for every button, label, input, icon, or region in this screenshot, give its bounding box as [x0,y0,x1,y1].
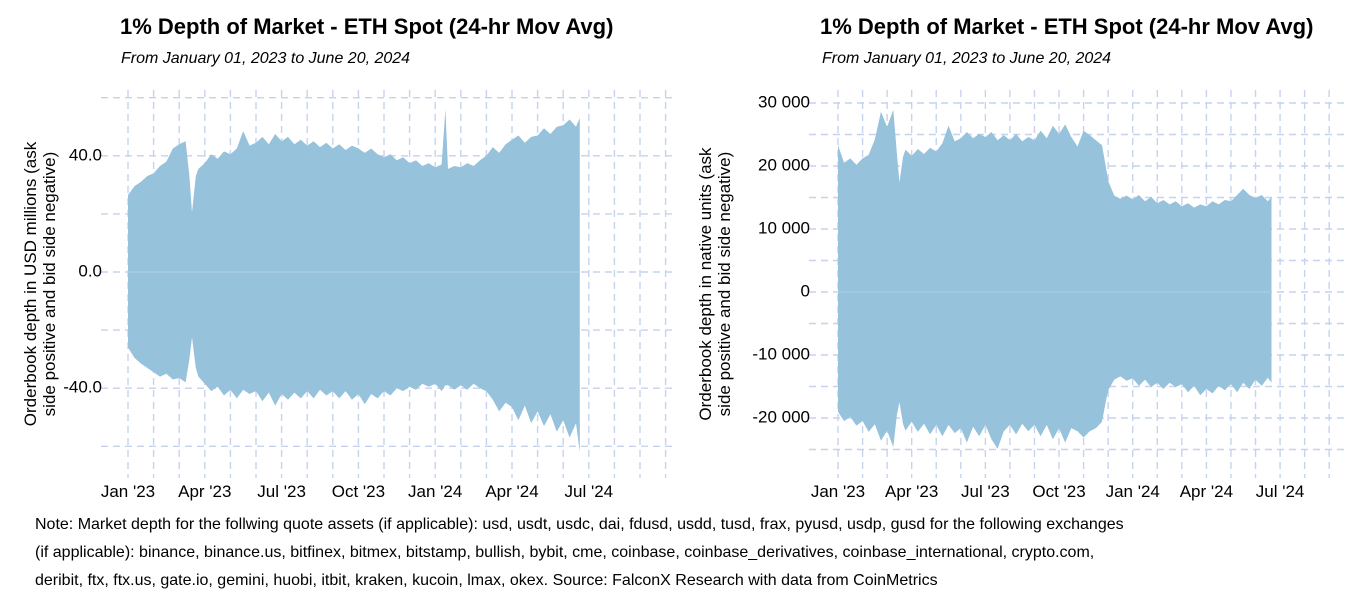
x-tick-label: Jan '23 [100,482,156,501]
chart-panel-native-units-depth: 1% Depth of Market - ETH Spot (24-hr Mov… [675,0,1350,600]
x-tick-label: Oct '23 [1032,482,1086,501]
chart-title: 1% Depth of Market - ETH Spot (24-hr Mov… [120,14,614,39]
x-tick-label: Oct '23 [331,482,386,501]
y-axis-label-line-2: side positive and bid side negative) [40,151,59,417]
chart-title: 1% Depth of Market - ETH Spot (24-hr Mov… [820,14,1314,39]
depth-envelope-area [128,109,580,453]
y-tick-label: -40.0 [63,377,102,397]
x-tick-label: Jan '23 [810,482,866,501]
x-tick-label: Apr '24 [485,482,539,501]
y-axis-label-line-1: Orderbook depth in native units (ask [696,147,715,421]
x-tick-label: Jul '24 [564,482,614,501]
footnote: Note: Market depth for the follwing quot… [35,511,1124,595]
y-tick-label: 40.0 [68,145,102,165]
chart-subtitle: From January 01, 2023 to June 20, 2024 [822,50,1112,67]
y-tick-label: 0 [800,281,810,301]
x-tick-label: Jan '24 [408,482,463,501]
y-tick-label: 30 000 [758,92,810,112]
chart-canvas [809,90,1345,478]
x-tick-label: Jul '23 [961,482,1010,501]
chart-canvas [101,90,672,478]
y-tick-label: 10 000 [758,218,810,238]
y-tick-label: -20 000 [752,407,810,427]
depth-envelope-area [838,109,1272,449]
chart-subtitle: From January 01, 2023 to June 20, 2024 [121,50,411,67]
footnote-line-3: deribit, ftx, ftx.us, gate.io, gemini, h… [35,572,938,589]
plot-area-native-units-depth [809,90,1345,478]
x-tick-label: Apr '23 [885,482,939,501]
y-tick-label: -10 000 [752,344,810,364]
chart-panel-usd-depth: 1% Depth of Market - ETH Spot (24-hr Mov… [21,14,672,501]
x-tick-label: Jul '24 [1255,482,1305,501]
footnote-line-2: (if applicable): binance, binance.us, bi… [35,544,1095,561]
plot-area-usd-depth [101,90,672,478]
y-tick-label: 0.0 [78,261,102,281]
footnote-line-1: Note: Market depth for the follwing quot… [35,516,1124,533]
y-tick-label: 20 000 [758,155,810,175]
y-axis-label: Orderbook depth in USD millions (ask sid… [21,84,59,484]
x-tick-label: Jan '24 [1105,482,1160,501]
x-tick-label: Apr '23 [178,482,232,501]
x-tick-label: Jul '23 [257,482,306,501]
x-tick-label: Apr '24 [1179,482,1234,501]
